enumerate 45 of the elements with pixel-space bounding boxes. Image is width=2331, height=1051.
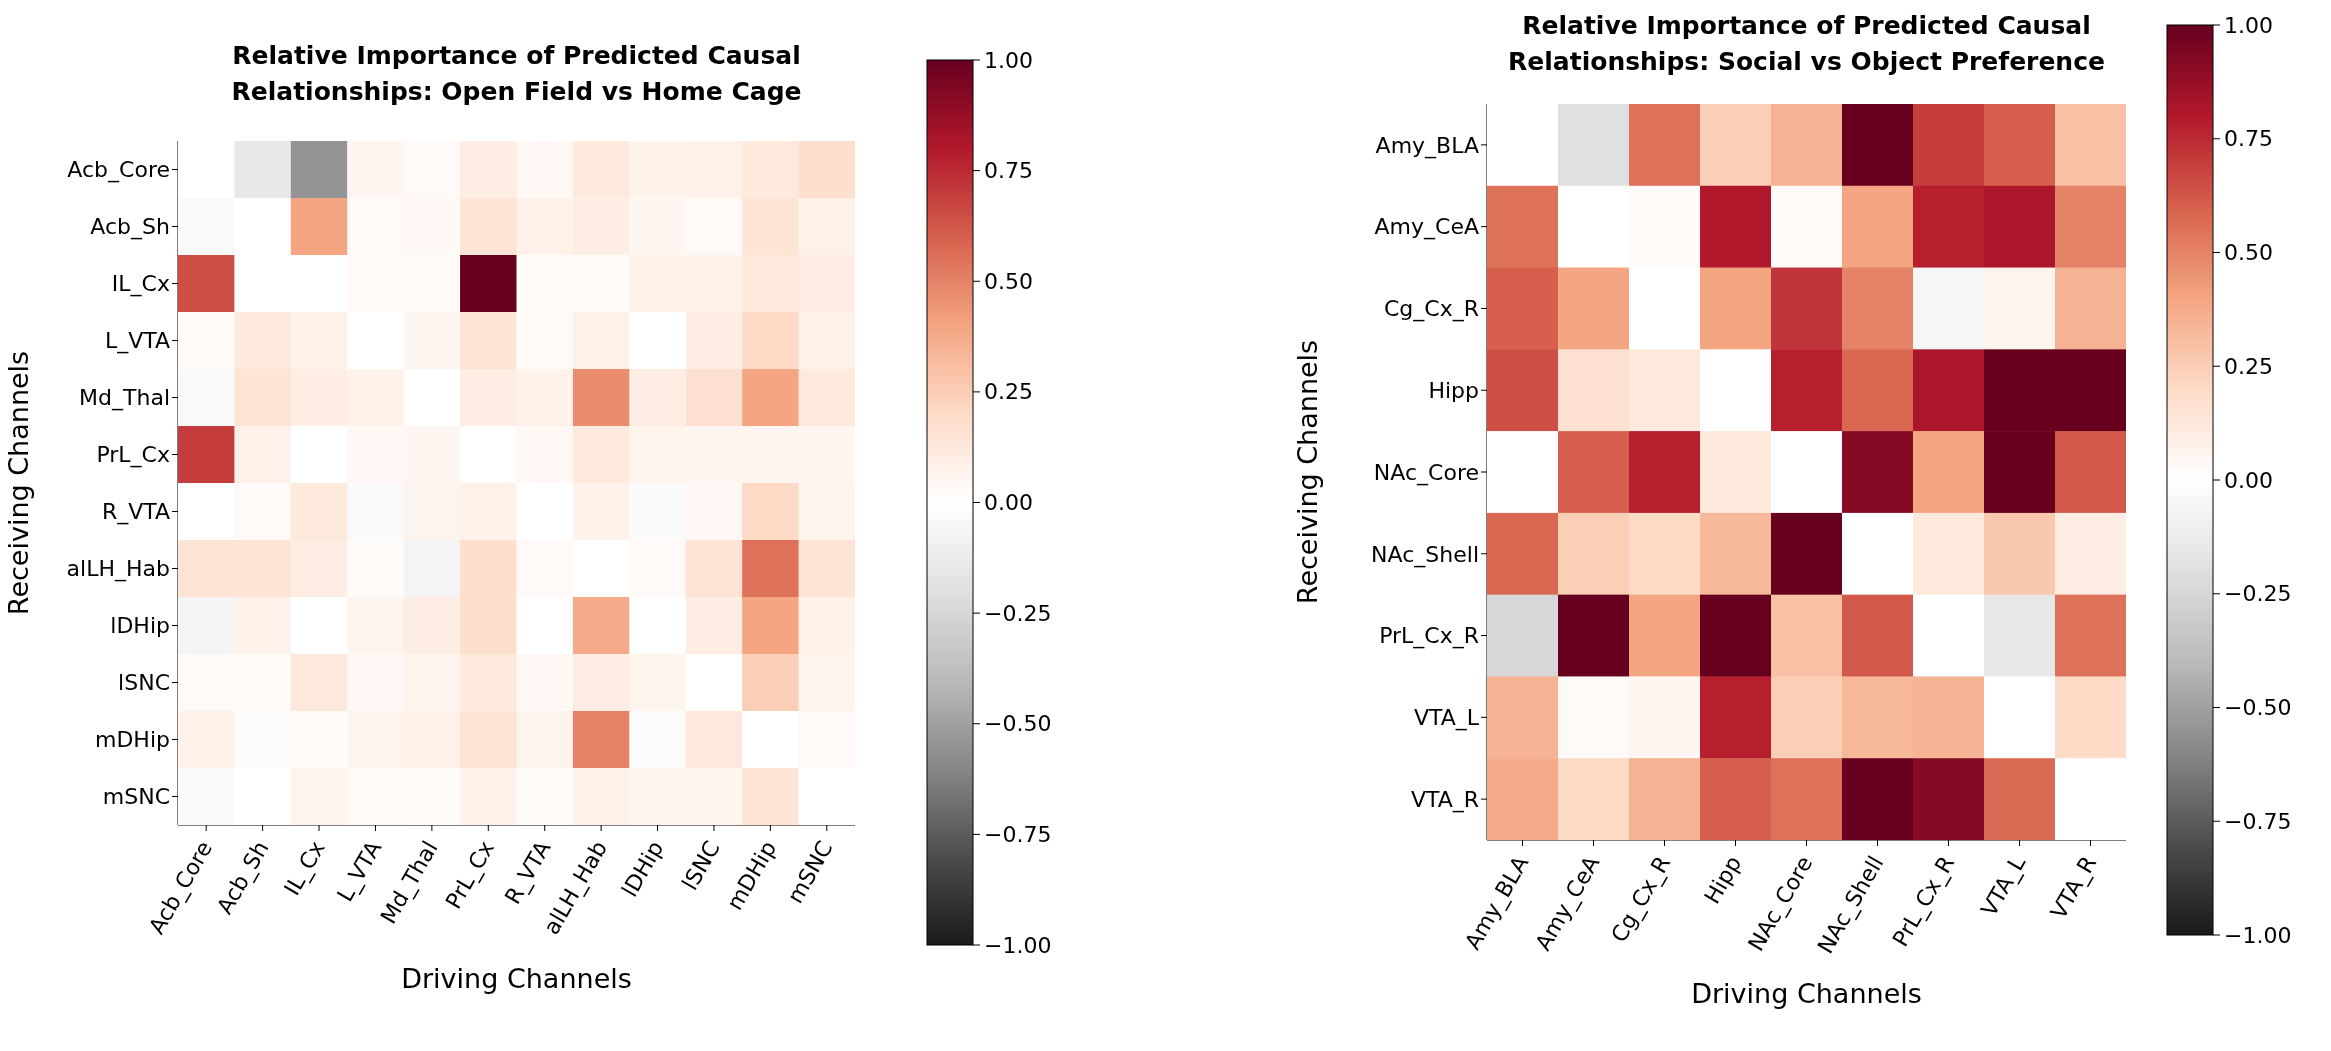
color-bar-label: −0.50 — [984, 711, 1052, 737]
y-tick-label: NAc_Core — [1373, 459, 1479, 486]
color-bar-label: −0.25 — [984, 600, 1052, 626]
color-bar-label: −0.75 — [984, 821, 1052, 847]
y-tick-label: VTA_L — [1413, 705, 1480, 732]
color-bar-label: 0.75 — [2224, 126, 2273, 152]
y-tick-label: alLH_Hab — [66, 556, 170, 583]
y-tick-label: mDHip — [95, 727, 170, 753]
color-bar-label: −0.50 — [2224, 695, 2292, 720]
y-axis-title: Receiving Channels — [2, 350, 34, 616]
y-tick-label: PrL_Cx — [96, 442, 170, 469]
y-tick-label: Hipp — [1428, 378, 1479, 404]
y-tick-label: Md_Thal — [79, 385, 170, 412]
y-tick-label: NAc_Shell — [1371, 541, 1479, 568]
color-bar-label: 0.50 — [984, 268, 1033, 294]
y-tick-label: R_VTA — [101, 499, 170, 526]
color-bar-label: −1.00 — [984, 932, 1052, 958]
y-tick-label: mSNC — [102, 784, 170, 810]
color-bar-label: 0.25 — [984, 379, 1033, 405]
y-tick-label: lDHip — [110, 613, 170, 639]
color-bar-label: 0.00 — [984, 490, 1033, 515]
color-bar-label: 0.50 — [2224, 240, 2273, 265]
color-bar-label: 0.00 — [2224, 467, 2273, 493]
y-tick-label: L_VTA — [104, 328, 170, 355]
y-tick-label: IL_Cx — [111, 271, 170, 298]
color-bar-label: −0.75 — [2224, 808, 2292, 834]
y-tick-label: Cg_Cx_R — [1384, 296, 1479, 323]
chart-title: Relative Importance of Predicted Causal Relationships: Open Field vs Home Cage — [230, 40, 803, 108]
y-tick-label: PrL_Cx_R — [1379, 623, 1479, 650]
color-bar-label: −0.25 — [2224, 581, 2292, 607]
color-bar-label: 0.75 — [984, 158, 1033, 184]
color-bar-label: 1.00 — [2224, 12, 2273, 38]
x-axis-title: Driving Channels — [401, 963, 632, 994]
y-tick-label: Acb_Sh — [90, 214, 170, 241]
y-tick-label: Amy_CeA — [1374, 214, 1479, 241]
y-tick-label: Amy_BLA — [1375, 132, 1479, 159]
y-tick-label: lSNC — [118, 670, 170, 696]
color-bar-label: 1.00 — [984, 47, 1033, 73]
chart-title: Relative Importance of Predicted Causal Relationships: Social vs Object Preference — [1507, 10, 2106, 78]
y-tick-label: Acb_Core — [67, 157, 170, 184]
color-bar-label: 0.25 — [2224, 353, 2273, 379]
x-axis-title: Driving Channels — [1691, 978, 1922, 1009]
color-bar-label: −1.00 — [2224, 922, 2292, 948]
y-axis-title: Receiving Channels — [1291, 339, 1323, 605]
y-tick-label: VTA_R — [1410, 786, 1479, 813]
